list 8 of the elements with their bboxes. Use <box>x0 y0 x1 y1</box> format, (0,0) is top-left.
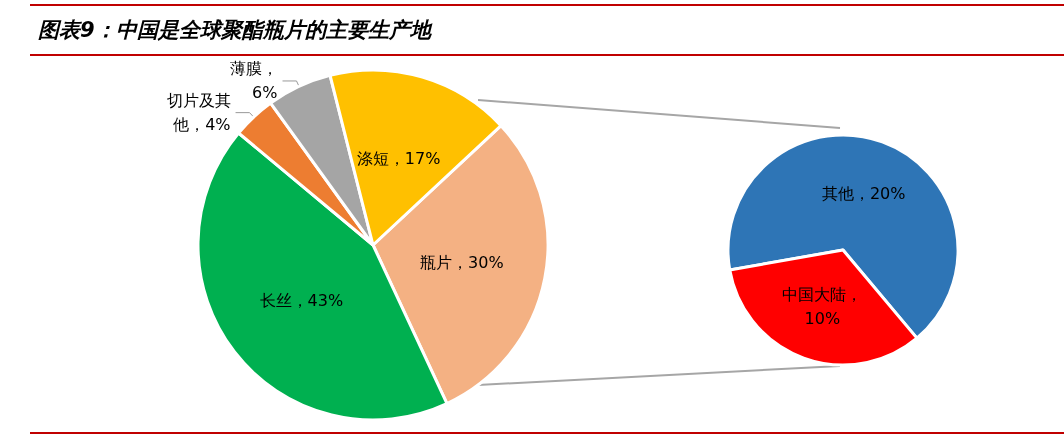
slice-label: 薄膜，6% <box>229 59 278 103</box>
slice-label: 其他，20% <box>821 183 906 203</box>
slice-label: 涤短，17% <box>356 148 441 168</box>
chart-title: 图表9：中国是全球聚酯瓶片的主要生产地 <box>38 17 431 44</box>
slice-label: 瓶片，30% <box>420 252 504 272</box>
slice-label: 长丝，43% <box>259 290 344 310</box>
slice-label: 切片及其他，4% <box>166 91 231 135</box>
slice-label: 中国大陆，10% <box>782 285 863 329</box>
